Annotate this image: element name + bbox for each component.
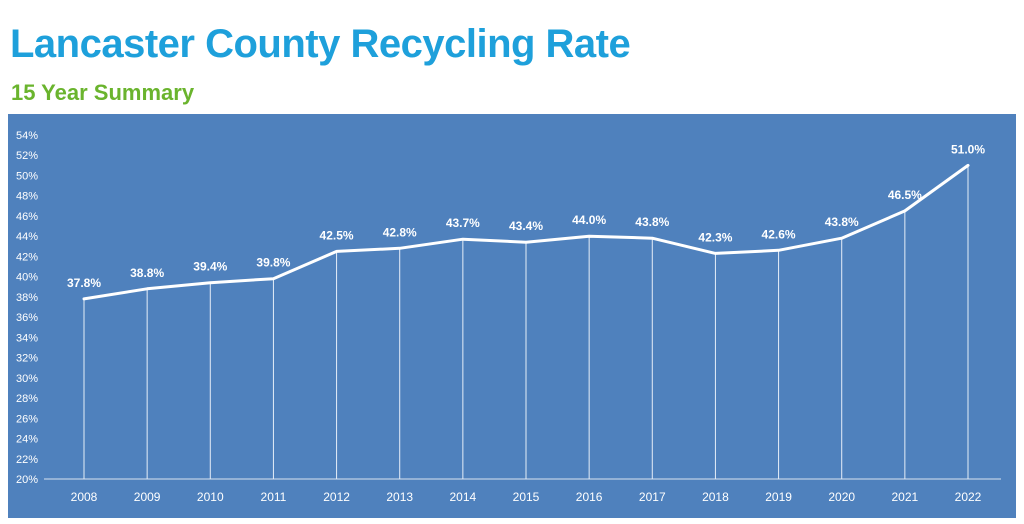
recycling-rate-line-chart: 20% 22% 24% 26% 28% 30% 32% 34% 36% 38% 40% 42% 44% 4… [16,130,1001,504]
y-tick-label: 36% [16,312,38,324]
y-tick-label: 38% [16,292,38,304]
data-label: 51.0% [951,142,985,156]
y-tick-label: 42% [16,251,38,263]
series-line [82,163,970,301]
y-tick-label: 52% [16,150,38,162]
y-tick-label: 28% [16,393,38,405]
x-tick-label: 2017 [639,490,666,504]
x-tick-label: 2008 [71,490,98,504]
data-label: 46.5% [888,188,922,202]
y-tick-label: 30% [16,373,38,385]
x-tick-label: 2019 [765,490,792,504]
x-tick-label: 2018 [702,490,729,504]
x-tick-label: 2020 [828,490,855,504]
x-tick-label: 2022 [955,490,982,504]
data-label: 44.0% [572,213,606,227]
y-tick-label: 34% [16,332,38,344]
x-tick-label: 2010 [197,490,224,504]
page-title: Lancaster County Recycling Rate [10,22,631,66]
x-tick-label: 2016 [576,490,603,504]
x-tick-label: 2013 [386,490,413,504]
data-label: 42.8% [383,225,417,239]
x-tick-label: 2015 [513,490,540,504]
data-label: 38.8% [130,266,164,280]
data-label: 43.4% [509,219,543,233]
y-tick-label: 32% [16,353,38,365]
y-tick-label: 24% [16,434,38,446]
page-subtitle: 15 Year Summary [11,80,195,105]
y-tick-label: 20% [16,474,38,486]
x-tick-label: 2014 [450,490,477,504]
y-tick-label: 26% [16,413,38,425]
chart-panel: 20% 22% 24% 26% 28% 30% 32% 34% 36% 38% 40% 42% 44% 4… [8,114,1016,518]
data-label: 43.8% [635,215,669,229]
y-tick-label: 22% [16,454,38,466]
x-tick-label: 2021 [892,490,919,504]
data-label: 42.6% [762,227,796,241]
data-label: 37.8% [67,276,101,290]
y-tick-label: 44% [16,231,38,243]
data-label: 39.4% [193,260,227,274]
y-tick-label: 50% [16,170,38,182]
y-tick-label: 54% [16,130,38,142]
x-tick-label: 2009 [134,490,161,504]
x-tick-label: 2012 [323,490,350,504]
y-tick-label: 48% [16,191,38,203]
data-label: 42.5% [320,228,354,242]
data-label: 43.7% [446,216,480,230]
y-tick-label: 46% [16,211,38,223]
y-tick-label: 40% [16,272,38,284]
data-label: 42.3% [698,230,732,244]
data-label: 39.8% [256,256,290,270]
x-tick-label: 2011 [261,490,287,504]
data-label: 43.8% [825,215,859,229]
